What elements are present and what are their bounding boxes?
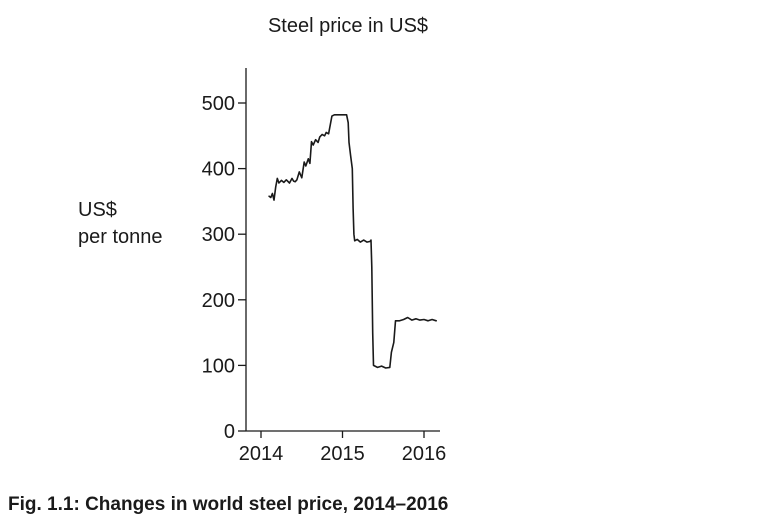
y-tick-label: 200 [202,290,235,312]
x-tick-label: 2014 [239,443,284,465]
y-axis-ticks: 0 100 200 300 400 500 [202,93,246,443]
chart-title: Steel price in US$ [268,15,428,37]
y-tick-label: 400 [202,159,235,181]
y-axis-label-line-2: per tonne [78,226,163,248]
x-tick-label: 2016 [402,443,447,465]
figure-caption: Fig. 1.1: Changes in world steel price, … [8,494,449,515]
x-tick-label: 2015 [320,443,365,465]
y-tick-label: 100 [202,355,235,377]
y-tick-label: 300 [202,224,235,246]
y-axis-label-line-1: US$ [78,199,117,221]
y-tick-label: 500 [202,93,235,115]
y-tick-label: 0 [224,421,235,443]
steel-price-line [268,114,437,369]
x-axis-ticks: 2014 2015 2016 [239,431,447,465]
steel-price-chart: Steel price in US$ US$ per tonne 0 100 200… [78,15,447,465]
